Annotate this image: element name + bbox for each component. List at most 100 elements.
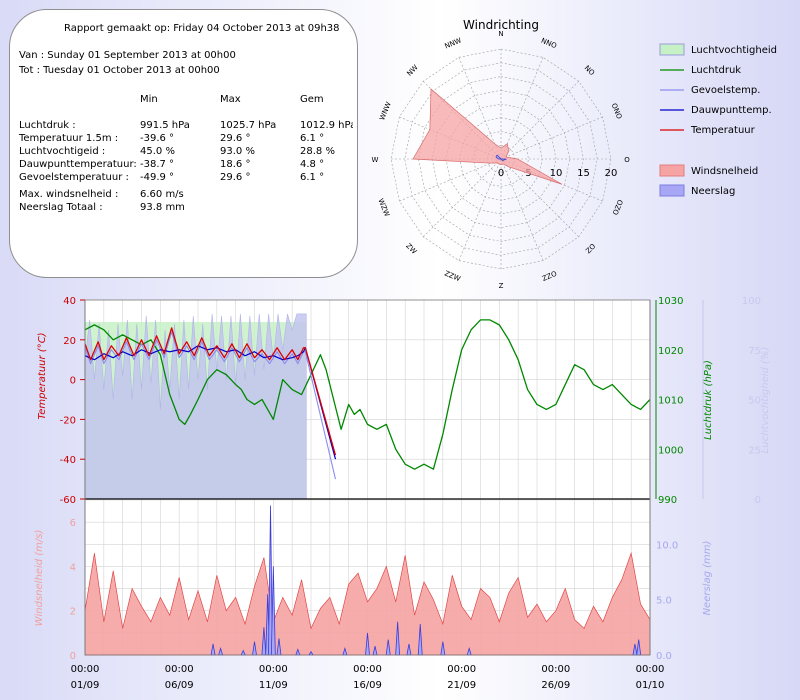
row-avg: 4.8 ° [300, 159, 325, 170]
x-tick-date: 01/10 [636, 680, 665, 691]
tick-label-temperature: -60 [60, 495, 76, 506]
row-avg: 28.8 % [300, 146, 335, 157]
legend-swatch-windspeed [659, 164, 685, 177]
tick-label-humidity: 100 [742, 296, 761, 307]
tick-label-temperature: 20 [63, 336, 76, 347]
row-min: -49.9 ° [140, 172, 175, 183]
tick-label-windspeed: 6 [70, 518, 76, 529]
radar-ring [445, 103, 557, 215]
col-header-avg: Gem [300, 94, 324, 105]
row-min: -38.7 ° [140, 159, 175, 170]
radar-ring [390, 48, 612, 270]
axis-label-rain: Neerslag (mm) [702, 541, 713, 616]
tick-label-temperature: -20 [60, 415, 76, 426]
x-tick-date: 11/09 [259, 680, 288, 691]
radar-ring-label: 0 [498, 168, 504, 179]
tick-label-temperature: 40 [63, 296, 76, 307]
humidity-area [84, 313, 307, 500]
radar-direction-label: O [624, 156, 630, 164]
tick-labels: 40200-20-40-6010301020101010009901007550… [60, 296, 761, 691]
legend-pressure: Luchtdruk [691, 65, 741, 76]
x-tick-time: 00:00 [447, 664, 476, 675]
rain-total-value: 93.8 mm [140, 202, 185, 213]
row-max: 18.6 ° [220, 159, 251, 170]
legend-swatch-rain [659, 184, 685, 197]
radar-direction-label: W [372, 156, 379, 164]
legend-humidity: Luchtvochtigheid [691, 45, 777, 56]
x-tick-date: 21/09 [447, 680, 476, 691]
report-to: Tot : Tuesday 01 October 2013 at 00h00 [19, 65, 220, 76]
axes [84, 299, 704, 656]
legend-rain: Neerslag [691, 186, 735, 197]
x-tick-date: 16/09 [353, 680, 382, 691]
row-max: 1025.7 hPa [220, 120, 277, 131]
radar-direction-label: Z [499, 282, 504, 290]
x-tick-time: 00:00 [71, 664, 100, 675]
humidity-series [84, 313, 307, 500]
row-avg: 6.1 ° [300, 133, 325, 144]
row-label: Luchtvochtigeid : [19, 146, 106, 157]
x-tick-time: 00:00 [165, 664, 194, 675]
axis-label-humidity: Luchtvochtigheid (%) [760, 347, 771, 454]
legend-temperature: Temperatuur [690, 125, 756, 136]
tick-label-pressure: 1030 [658, 296, 683, 307]
legend-windspeed: Windsnelheid [691, 166, 758, 177]
x-tick-time: 00:00 [636, 664, 665, 675]
pressure-line [84, 319, 651, 470]
radar-title: Windrichting [463, 18, 539, 32]
tick-label-windspeed: 4 [70, 562, 76, 573]
x-tick-time: 00:00 [259, 664, 288, 675]
tick-label-windspeed: 2 [70, 607, 76, 618]
max-wind-value: 6.60 m/s [140, 189, 184, 200]
report-summary-panel: Rapport gemaakt op: Friday 04 October 20… [9, 9, 358, 278]
tick-label-rain: 5.0 [656, 596, 672, 607]
tick-label-humidity: 25 [748, 445, 761, 456]
tick-label-humidity: 0 [755, 495, 761, 506]
row-label: Dauwpunttemperatuur: [19, 159, 137, 170]
axis-label-windspeed: Windsnelheid (m/s) [34, 530, 45, 627]
tick-label-humidity: 50 [748, 396, 761, 407]
row-label: Gevoelstemperatuur : [19, 172, 129, 183]
row-avg: 1012.9 hPa [300, 120, 353, 131]
tick-label-rain: 10.0 [656, 540, 678, 551]
x-tick-date: 01/09 [71, 680, 100, 691]
row-max: 93.0 % [220, 146, 255, 157]
row-label: Temperatuur 1.5m : [19, 133, 119, 144]
row-min: 991.5 hPa [140, 120, 190, 131]
row-avg: 6.1 ° [300, 172, 325, 183]
tick-label-temperature: 0 [70, 376, 76, 387]
tick-label-pressure: 1010 [658, 396, 683, 407]
legend-feels: Gevoelstemp. [691, 85, 760, 96]
tick-label-pressure: 990 [658, 495, 677, 506]
legend-dewpoint: Dauwpunttemp. [691, 105, 772, 116]
legend-swatch-humidity [659, 43, 685, 56]
radar-ring-label: 10 [550, 168, 563, 179]
x-tick-time: 00:00 [353, 664, 382, 675]
max-wind-label: Max. windsnelheid : [19, 189, 119, 200]
row-label: Luchtdruk : [19, 120, 76, 131]
radar-ring-label: 15 [577, 168, 590, 179]
axis-label-temperature: Temperatuur (°C) [37, 332, 48, 419]
axis-label-pressure: Luchtdruk (hPa) [703, 360, 714, 440]
wind-series [84, 551, 651, 656]
radar-ring-label: 20 [605, 168, 618, 179]
tick-label-pressure: 1000 [658, 445, 683, 456]
radar-direction-label: N [498, 30, 503, 38]
radar-series-rain [495, 154, 507, 162]
rain-total-label: Neerslag Totaal : [19, 202, 103, 213]
temperature-line [84, 327, 337, 456]
radar-series [412, 88, 563, 185]
windspeed-area [84, 551, 651, 656]
col-header-min: Min [140, 94, 158, 105]
row-min: -39.6 ° [140, 133, 175, 144]
col-header-max: Max [220, 94, 241, 105]
line-series [84, 319, 651, 480]
radar-series-windspeed [412, 88, 563, 185]
x-tick-time: 00:00 [541, 664, 570, 675]
tick-label-rain: 0.0 [656, 651, 672, 662]
tick-label-pressure: 1020 [658, 346, 683, 357]
